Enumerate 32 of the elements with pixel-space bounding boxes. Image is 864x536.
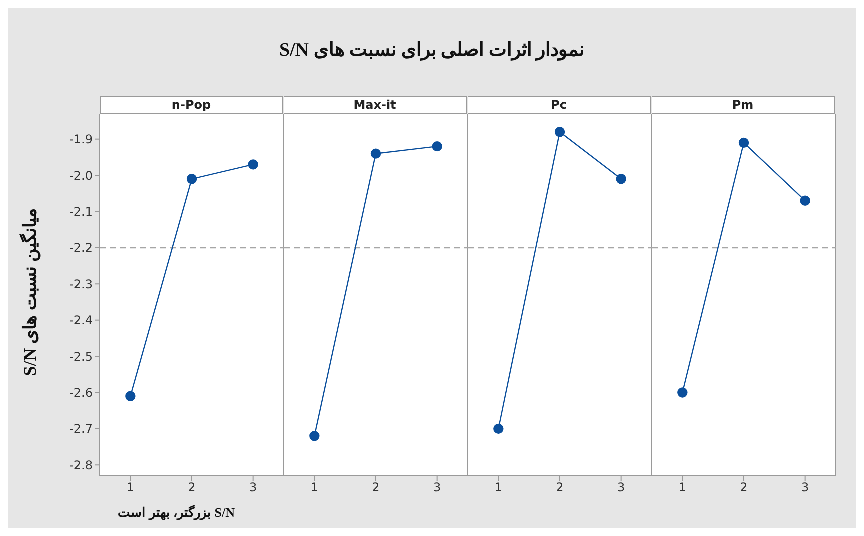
x-tick-label: 1 [126,480,134,495]
text: نمودار اثرات اصلی برای نسبت های S/N [278,39,586,62]
y-tick-label: -2.6 [70,386,93,400]
x-tick-label: 2 [372,480,380,495]
text: S/N بزرگتر، بهتر است [118,505,235,521]
x-tick-label: 1 [494,480,502,495]
x-tick-label: 3 [434,480,442,495]
x-tick-label: 2 [188,480,196,495]
x-tick-label: 1 [310,480,318,495]
x-tick-label: 3 [618,480,626,495]
x-tick-label: 3 [250,480,258,495]
x-tick-label: 3 [802,480,810,495]
point [126,391,136,402]
y-tick-label: -2.2 [70,241,93,256]
y-tick-label: -2.7 [70,422,93,436]
x-tick-label: 2 [556,480,564,495]
y-tick-label: -2.3 [70,277,93,292]
chart-title: Max-it [284,96,467,114]
chart-title: n-Pop [100,96,283,114]
y-tick-label: -2.5 [70,350,93,364]
chart-title: Pc [468,96,651,114]
y-tick-label: -2.1 [70,205,93,219]
x-tick-label: 2 [740,480,748,495]
point [248,160,258,170]
y-tick-label: -2.4 [70,314,93,328]
y-tick-label: -2.0 [70,168,93,183]
y-tick-label: -1.9 [70,132,93,147]
y-tick-label: -2.8 [70,458,93,472]
point [186,174,198,184]
x-tick-label: 1 [678,480,686,495]
chart-title: Pm [652,96,835,114]
y-axis-title: میانگین نسبت های S/N [19,206,41,378]
